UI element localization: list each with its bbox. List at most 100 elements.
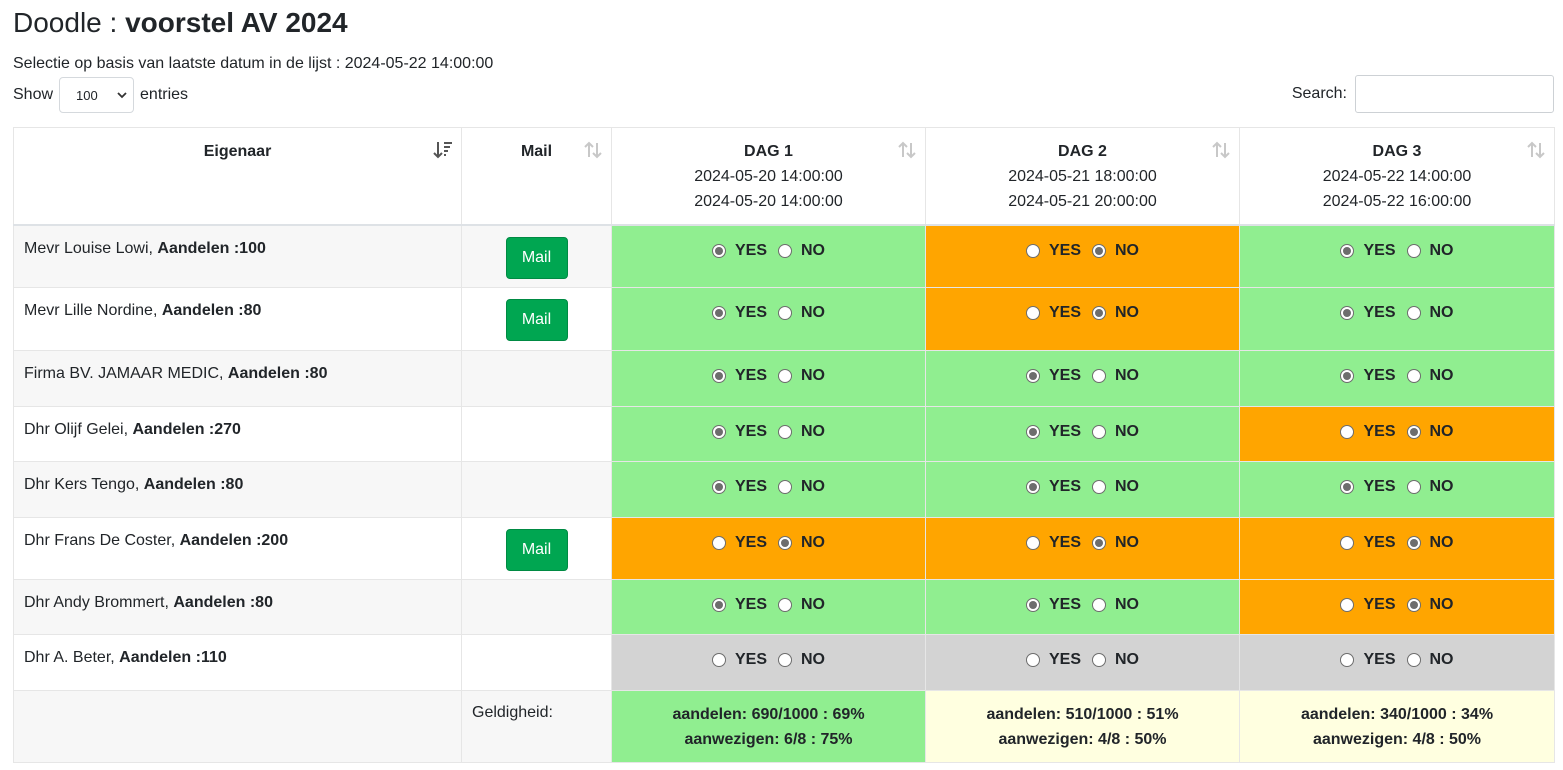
no-radio[interactable] bbox=[778, 425, 792, 439]
no-radio[interactable] bbox=[1092, 369, 1106, 383]
yes-radio[interactable] bbox=[1025, 243, 1040, 258]
no-radio[interactable] bbox=[1092, 306, 1106, 320]
yes-radio[interactable] bbox=[1025, 306, 1040, 320]
column-header-day-3[interactable]: DAG 3 2024-05-22 14:00:00 2024-05-22 16:… bbox=[1239, 127, 1555, 226]
no-radio[interactable] bbox=[778, 369, 792, 383]
vote-cell-day-2: YES NO bbox=[925, 517, 1240, 580]
yes-radio[interactable] bbox=[711, 306, 726, 320]
yes-radio[interactable] bbox=[1025, 425, 1040, 439]
no-radio[interactable] bbox=[1406, 369, 1421, 383]
yes-radio[interactable] bbox=[1340, 369, 1355, 383]
validity-label: Geldigheid: bbox=[461, 690, 612, 763]
no-radio[interactable] bbox=[1406, 536, 1421, 550]
no-label: NO bbox=[1115, 596, 1139, 613]
no-radio[interactable] bbox=[1092, 536, 1106, 550]
no-radio[interactable] bbox=[778, 306, 792, 320]
mail-cell bbox=[461, 406, 612, 462]
no-label: NO bbox=[1115, 241, 1139, 259]
yes-label: YES bbox=[734, 651, 767, 668]
page-title: Doodle : voorstel AV 2024 bbox=[13, 3, 348, 43]
no-label: NO bbox=[1115, 304, 1139, 321]
yes-radio[interactable] bbox=[711, 598, 726, 612]
owner-shares: Aandelen :100 bbox=[157, 239, 266, 257]
yes-radio[interactable] bbox=[1340, 306, 1355, 320]
yes-radio[interactable] bbox=[1340, 536, 1355, 550]
owner-shares: Aandelen :80 bbox=[143, 476, 244, 493]
sort-both-icon bbox=[584, 141, 602, 159]
search-input[interactable] bbox=[1355, 75, 1554, 113]
yes-radio[interactable] bbox=[711, 480, 726, 494]
yes-radio[interactable] bbox=[711, 369, 726, 383]
mail-button[interactable]: Mail bbox=[505, 529, 568, 571]
no-radio[interactable] bbox=[778, 536, 792, 550]
no-radio[interactable] bbox=[1092, 243, 1106, 258]
owner-name: Dhr Kers Tengo, bbox=[24, 476, 144, 493]
yes-radio[interactable] bbox=[1025, 480, 1040, 494]
yes-radio[interactable] bbox=[1340, 243, 1355, 258]
no-radio[interactable] bbox=[1092, 598, 1106, 612]
yes-radio[interactable] bbox=[711, 243, 726, 258]
no-radio[interactable] bbox=[1406, 425, 1421, 439]
yes-radio[interactable] bbox=[711, 653, 726, 667]
no-radio[interactable] bbox=[1406, 653, 1421, 667]
column-header-owner[interactable]: Eigenaar bbox=[13, 127, 462, 226]
chevron-down-icon bbox=[117, 92, 127, 99]
no-radio[interactable] bbox=[1092, 425, 1106, 439]
day-2-label: DAG 2 bbox=[1058, 143, 1107, 160]
no-radio[interactable] bbox=[1092, 653, 1106, 667]
yes-label: YES bbox=[1363, 241, 1396, 259]
no-label: NO bbox=[801, 596, 825, 613]
day-3-end: 2024-05-22 16:00:00 bbox=[1322, 193, 1472, 210]
owner-name: Dhr Olijf Gelei, bbox=[24, 421, 133, 438]
no-radio[interactable] bbox=[778, 598, 792, 612]
no-radio[interactable] bbox=[1406, 243, 1421, 258]
yes-label: YES bbox=[734, 241, 767, 259]
yes-radio[interactable] bbox=[711, 425, 726, 439]
yes-label: YES bbox=[1048, 534, 1081, 551]
yes-label: YES bbox=[734, 423, 767, 440]
column-header-day-2[interactable]: DAG 2 2024-05-21 18:00:00 2024-05-21 20:… bbox=[925, 127, 1240, 226]
validity-empty-cell bbox=[13, 690, 462, 763]
vote-options: YES NO bbox=[1340, 303, 1454, 323]
vote-cell-day-2: YES NO bbox=[925, 406, 1240, 462]
yes-radio[interactable] bbox=[1340, 480, 1355, 494]
entries-select[interactable]: 100 bbox=[59, 77, 135, 113]
vote-options: YES NO bbox=[1340, 366, 1454, 386]
table-body: Mevr Louise Lowi, Aandelen :100 Mail YES NO… bbox=[13, 224, 1555, 691]
yes-radio[interactable] bbox=[1025, 653, 1040, 667]
mail-button[interactable]: Mail bbox=[505, 236, 568, 279]
yes-label: YES bbox=[1048, 423, 1081, 440]
validity-day-3: aandelen: 340/1000 : 34% aanwezigen: 4/8… bbox=[1239, 690, 1555, 763]
yes-radio[interactable] bbox=[711, 536, 726, 550]
mail-button[interactable]: Mail bbox=[505, 299, 568, 341]
vote-cell-day-2: YES NO bbox=[925, 461, 1240, 518]
yes-radio[interactable] bbox=[1025, 536, 1040, 550]
sort-both-icon bbox=[898, 141, 916, 159]
no-label: NO bbox=[801, 478, 825, 495]
yes-label: YES bbox=[1048, 651, 1081, 668]
yes-radio[interactable] bbox=[1340, 598, 1355, 612]
no-label: NO bbox=[1429, 367, 1454, 384]
no-radio[interactable] bbox=[1406, 598, 1421, 612]
no-radio[interactable] bbox=[1092, 480, 1106, 494]
vote-cell-day-1: YES NO bbox=[611, 579, 926, 635]
vote-options: YES NO bbox=[1025, 422, 1139, 442]
owner-cell: Dhr Andy Brommert, Aandelen :80 bbox=[13, 579, 462, 635]
no-radio[interactable] bbox=[778, 243, 792, 258]
column-header-mail[interactable]: Mail bbox=[461, 127, 612, 226]
column-header-day-1[interactable]: DAG 1 2024-05-20 14:00:00 2024-05-20 14:… bbox=[611, 127, 926, 226]
yes-radio[interactable] bbox=[1025, 598, 1040, 612]
vote-options: YES NO bbox=[1025, 533, 1139, 553]
owner-cell: Mevr Lille Nordine, Aandelen :80 bbox=[13, 287, 462, 351]
show-label: Show bbox=[13, 86, 54, 103]
yes-radio[interactable] bbox=[1025, 369, 1040, 383]
no-radio[interactable] bbox=[778, 480, 792, 494]
no-radio[interactable] bbox=[778, 653, 792, 667]
vote-cell-day-2: YES NO bbox=[925, 350, 1240, 407]
vote-cell-day-3: YES NO bbox=[1239, 517, 1555, 580]
table-row: Mevr Lille Nordine, Aandelen :80 Mail YES N… bbox=[13, 287, 1555, 351]
yes-radio[interactable] bbox=[1340, 425, 1355, 439]
no-radio[interactable] bbox=[1406, 306, 1421, 320]
yes-radio[interactable] bbox=[1340, 653, 1355, 667]
no-radio[interactable] bbox=[1406, 480, 1421, 494]
